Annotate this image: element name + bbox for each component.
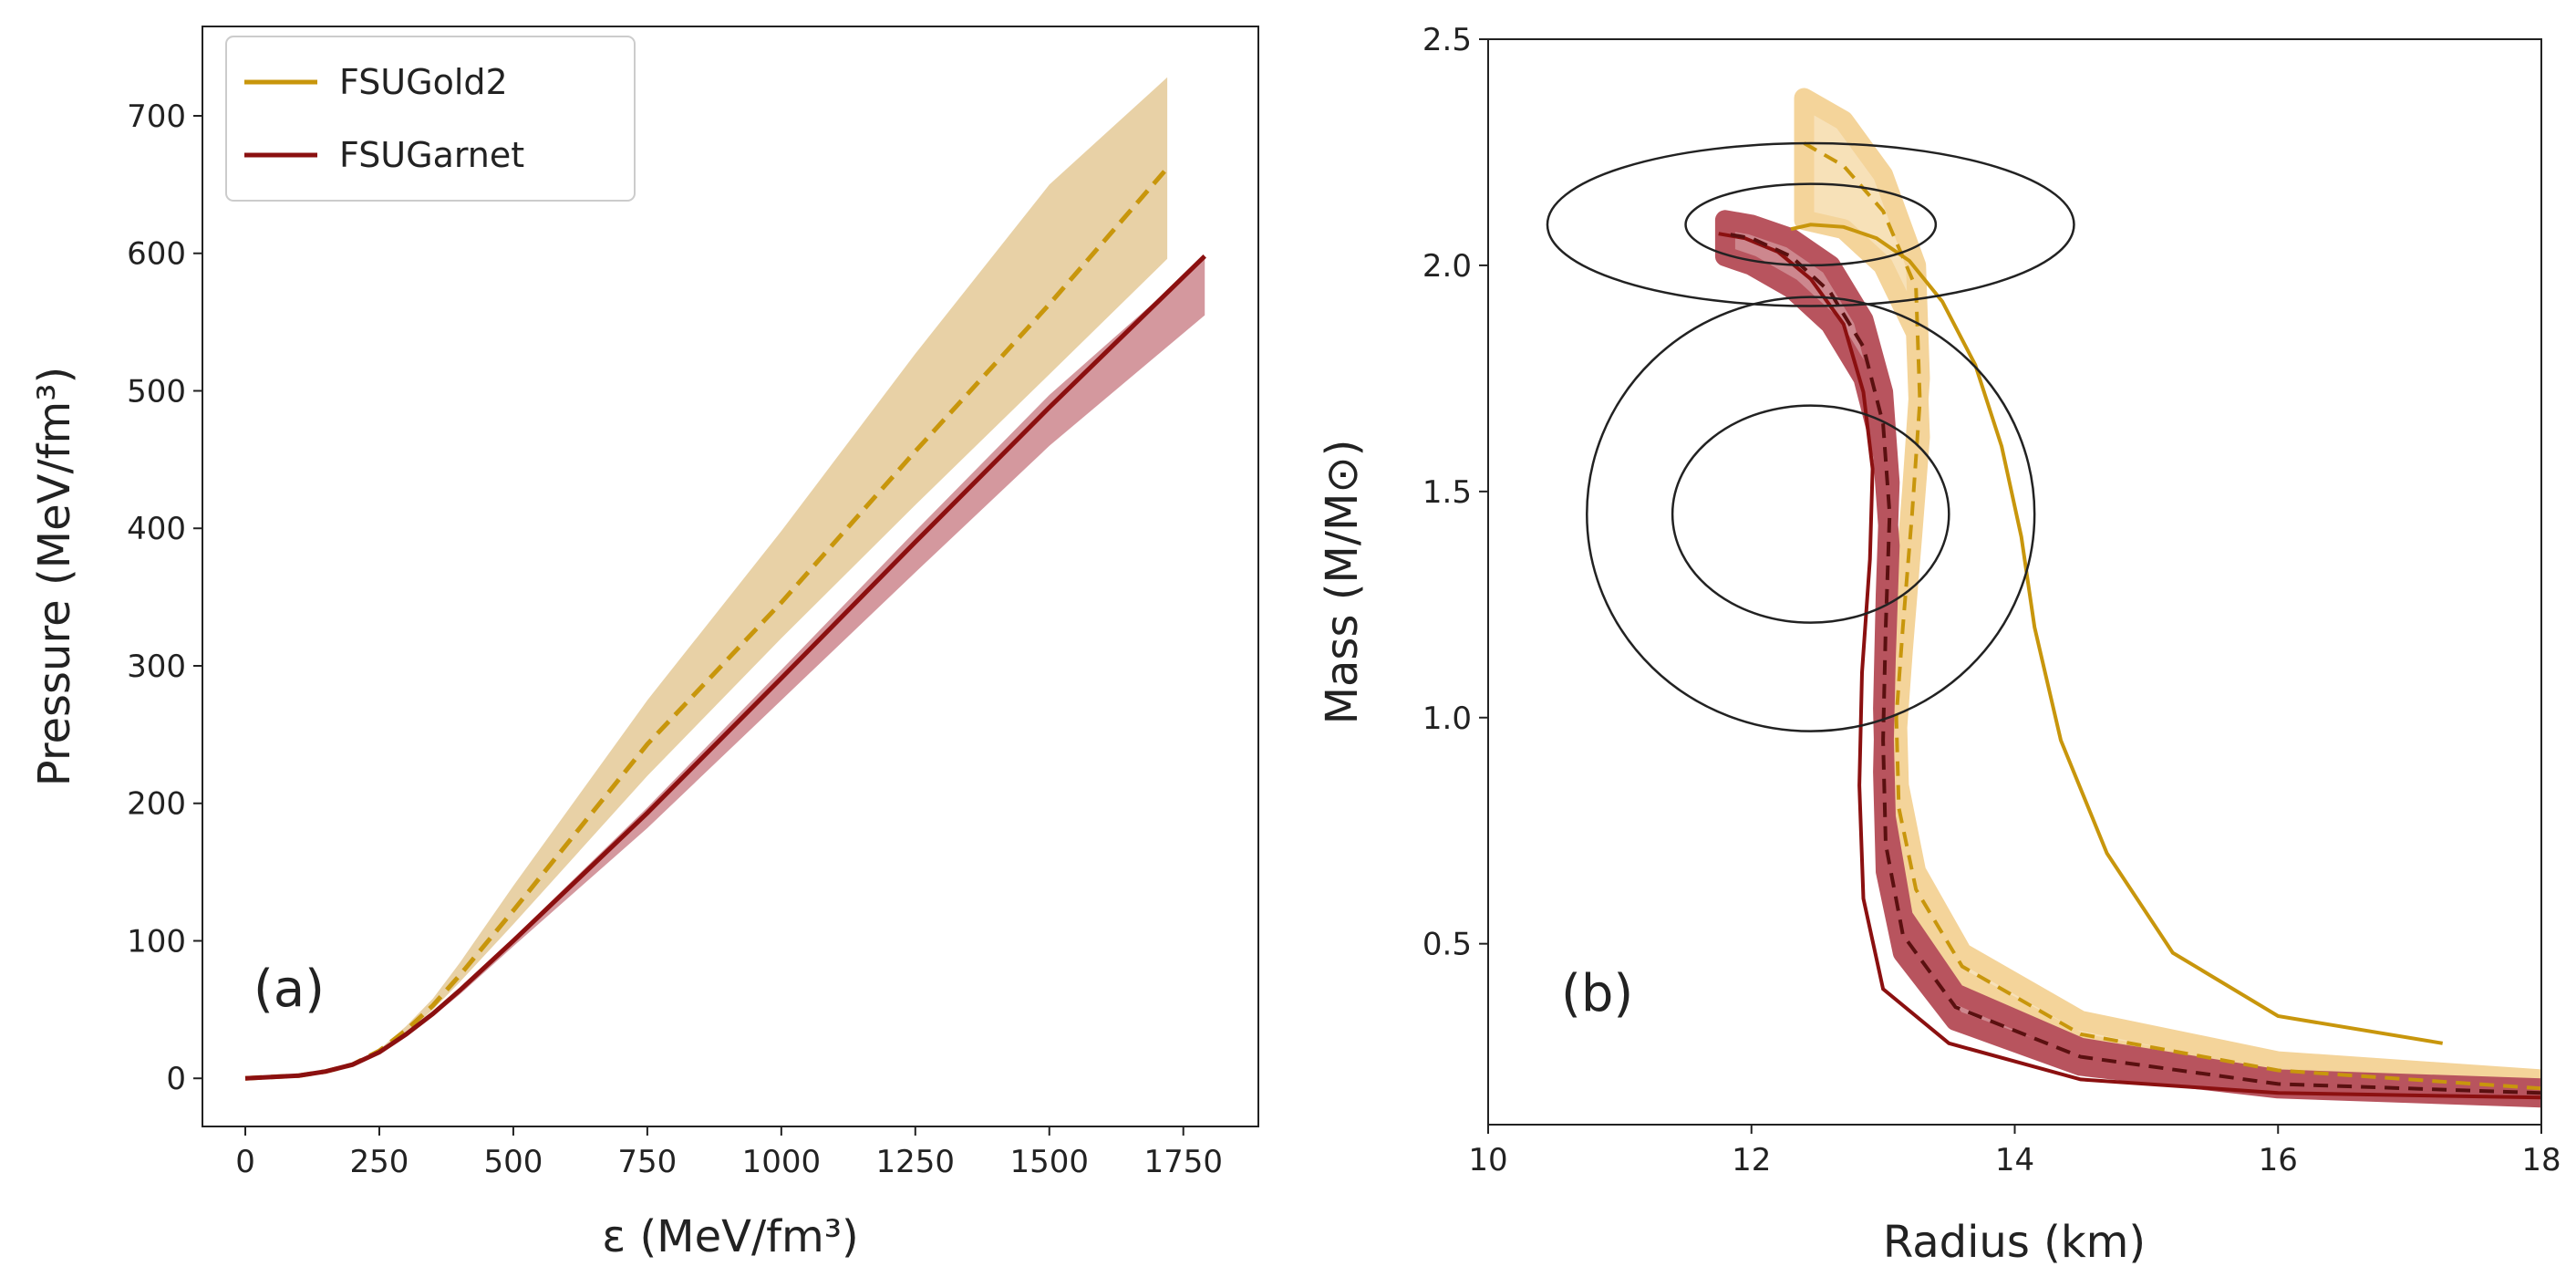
fsugarnet-line <box>244 254 1206 1081</box>
panel-a-xlabel: ε (MeV/fm³) <box>602 1211 859 1262</box>
xtick-label: 1000 <box>742 1144 822 1180</box>
ytick-label: 2.5 <box>1422 22 1472 58</box>
panel-b-label: (b) <box>1561 964 1633 1023</box>
panel-a-label: (a) <box>253 960 325 1019</box>
ytick-label: 400 <box>127 511 186 547</box>
contour-ellipse-0 <box>1684 182 1938 267</box>
fsugold2-band-dashed-area <box>1794 88 2541 1108</box>
xtick-label: 12 <box>1732 1142 1771 1178</box>
fsugold2-band-dashed-line <box>1803 141 2541 1091</box>
xtick-label: 1250 <box>876 1144 956 1180</box>
xtick-label: 14 <box>1995 1142 2034 1178</box>
legend-box <box>225 36 636 202</box>
xtick-label: 250 <box>350 1144 409 1180</box>
ytick-label: 500 <box>127 373 186 410</box>
contour-ellipse-2 <box>1671 404 1950 624</box>
panel-b-frame <box>1487 38 2542 1126</box>
fsugarnet-solid-line <box>1718 232 2541 1100</box>
legend: FSUGold2 FSUGarnet <box>225 36 636 202</box>
contour-ellipse-1 <box>1546 141 2075 307</box>
ytick-label: 2.0 <box>1422 248 1472 285</box>
panel-b-ylabel: Mass (M/M⊙) <box>1317 440 1368 725</box>
legend-entry-fsugarnet: FSUGarnet <box>339 135 524 175</box>
panel-a-frame <box>202 26 1259 1127</box>
panel-a: 0 250 500 750 1000 1250 1500 1750 0 100 200 300 400 5… <box>29 26 1259 1262</box>
xtick-label: 18 <box>2521 1142 2560 1178</box>
xtick-label: 750 <box>617 1144 677 1180</box>
panel-a-ticks: 0 250 500 750 1000 1250 1500 1750 0 100 200 300 400 5… <box>127 99 1223 1180</box>
panel-b: 10 12 14 16 18 0.5 1.0 1.5 2.0 2.5 (b) Radius (km… <box>1317 22 2561 1268</box>
panel-b-ticks: 10 12 14 16 18 0.5 1.0 1.5 2.0 2.5 <box>1422 22 2561 1178</box>
ytick-label: 600 <box>127 236 186 273</box>
ytick-label: 700 <box>127 99 186 135</box>
panel-b-plot-area <box>1546 88 2541 1108</box>
xtick-label: 1500 <box>1009 1144 1089 1180</box>
panel-b-xlabel: Radius (km) <box>1883 1217 2146 1268</box>
fsugarnet-band-dashed-area <box>1714 210 2541 1108</box>
legend-entry-fsugold2: FSUGold2 <box>339 62 508 102</box>
ytick-label: 100 <box>127 923 186 960</box>
xtick-label: 500 <box>483 1144 543 1180</box>
ytick-label: 0.5 <box>1422 927 1472 963</box>
ytick-label: 0 <box>166 1061 186 1097</box>
ytick-label: 200 <box>127 786 186 823</box>
xtick-label: 0 <box>235 1144 255 1180</box>
fsugarnet-band-dashed-line <box>1724 232 2541 1095</box>
xtick-label: 1750 <box>1143 1144 1223 1180</box>
fsugold2-band <box>245 77 1168 1079</box>
panel-a-ylabel: Pressure (MeV/fm³) <box>29 367 80 787</box>
ytick-label: 1.0 <box>1422 701 1472 737</box>
xtick-label: 10 <box>1468 1142 1507 1178</box>
contour-ellipse-3 <box>1586 296 2036 732</box>
fsugold2-solid-line <box>1790 223 2444 1045</box>
panel-a-plot-area <box>244 77 1206 1081</box>
xtick-label: 16 <box>2259 1142 2298 1178</box>
ytick-label: 1.5 <box>1422 474 1472 511</box>
ytick-label: 300 <box>127 649 186 685</box>
